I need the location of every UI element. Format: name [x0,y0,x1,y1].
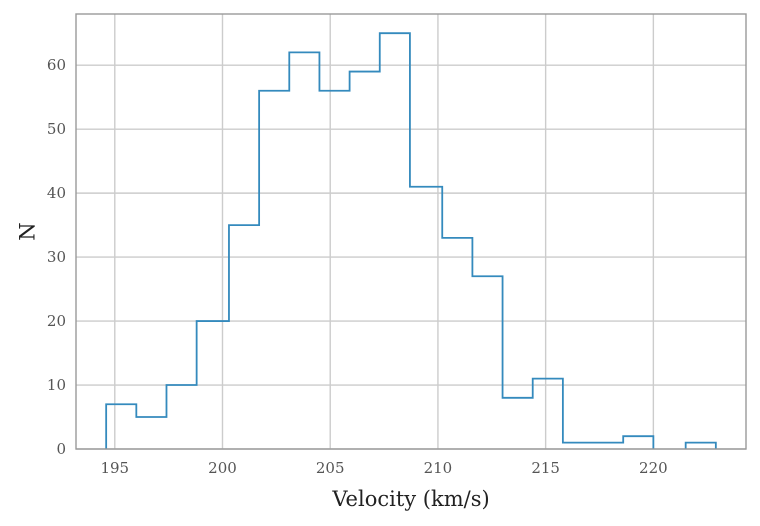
y-tick-label: 60 [47,56,66,74]
y-tick-label: 50 [47,120,66,138]
y-axis-label: N [16,222,40,240]
y-tick-label: 0 [56,440,66,458]
x-tick-label: 195 [100,459,129,477]
y-tick-label: 30 [47,248,66,266]
y-tick-label: 20 [47,312,66,330]
y-tick-label: 10 [47,376,66,394]
histogram-step [105,32,655,449]
x-axis-ticks: 195 200 205 210 215 220 [100,459,667,477]
x-tick-label: 200 [208,459,237,477]
y-axis-ticks: 0 10 20 30 40 50 60 [47,56,66,458]
plot-frame [75,13,747,450]
histogram-step [684,441,717,449]
x-tick-label: 215 [531,459,560,477]
x-axis-label: Velocity (km/s) [331,487,489,511]
x-tick-label: 220 [639,459,668,477]
x-tick-label: 210 [424,459,453,477]
x-tick-label: 205 [316,459,345,477]
grid-lines [76,14,746,450]
histogram-bars [105,32,717,449]
y-tick-label: 40 [47,184,66,202]
